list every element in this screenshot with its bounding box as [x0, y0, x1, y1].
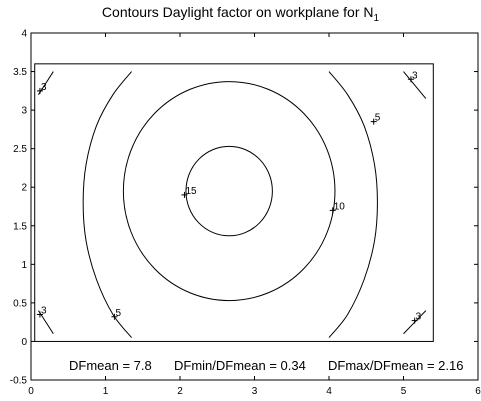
x-tick-label: 4	[326, 386, 332, 397]
contour-label-marker	[407, 76, 414, 83]
contour-line-10	[122, 81, 336, 302]
y-tick-label: 2	[21, 183, 27, 194]
contour-label-marker	[370, 118, 377, 125]
y-tick-label: 3.5	[13, 67, 27, 78]
stat-dfmax-ratio: DFmax/DFmean = 2.16	[328, 358, 463, 373]
contour-line-15	[185, 145, 273, 237]
x-tick-label: 0	[28, 386, 34, 397]
y-tick-label: 0.5	[13, 298, 27, 309]
room-outline	[34, 63, 434, 342]
contour-level-label: 10	[334, 201, 346, 212]
contour-level-label: 5	[115, 308, 121, 319]
contour-level-label: 3	[41, 305, 47, 316]
contour-label-marker	[181, 191, 188, 198]
contour-line-5	[328, 71, 378, 338]
y-tick-label: 3	[21, 106, 27, 117]
contour-level-label: 3	[41, 82, 47, 93]
contour-label-marker	[411, 317, 418, 324]
contour-line-3	[38, 310, 54, 335]
y-tick-label: 0	[21, 337, 27, 348]
contour-level-label: 3	[412, 70, 418, 81]
contour-line-3	[403, 71, 427, 99]
x-tick-label: 6	[475, 386, 481, 397]
contour-line-3	[38, 71, 54, 95]
contour-label-marker	[329, 207, 336, 214]
contour-label-marker	[36, 87, 43, 94]
contour-line-5	[82, 71, 132, 338]
contour-level-label: 3	[416, 312, 422, 323]
y-tick-label: 2.5	[13, 144, 27, 155]
chart-title: Contours Daylight factor on workplane fo…	[101, 4, 380, 24]
contour-label-marker	[111, 313, 118, 320]
y-tick-label: 1	[21, 260, 27, 271]
x-tick-label: 5	[401, 386, 407, 397]
y-tick-label: 4	[21, 29, 27, 40]
stat-dfmin-ratio: DFmin/DFmean = 0.34	[174, 358, 306, 373]
stat-dfmean: DFmean = 7.8	[69, 358, 152, 373]
x-tick-label: 2	[177, 386, 183, 397]
y-tick-label: 1.5	[13, 221, 27, 232]
y-tick-label: -0.5	[10, 376, 28, 387]
contour-label-marker	[36, 311, 43, 318]
contour-level-label: 5	[375, 113, 381, 124]
x-tick-label: 3	[252, 386, 258, 397]
x-tick-label: 1	[103, 386, 109, 397]
contour-level-label: 15	[185, 186, 197, 197]
